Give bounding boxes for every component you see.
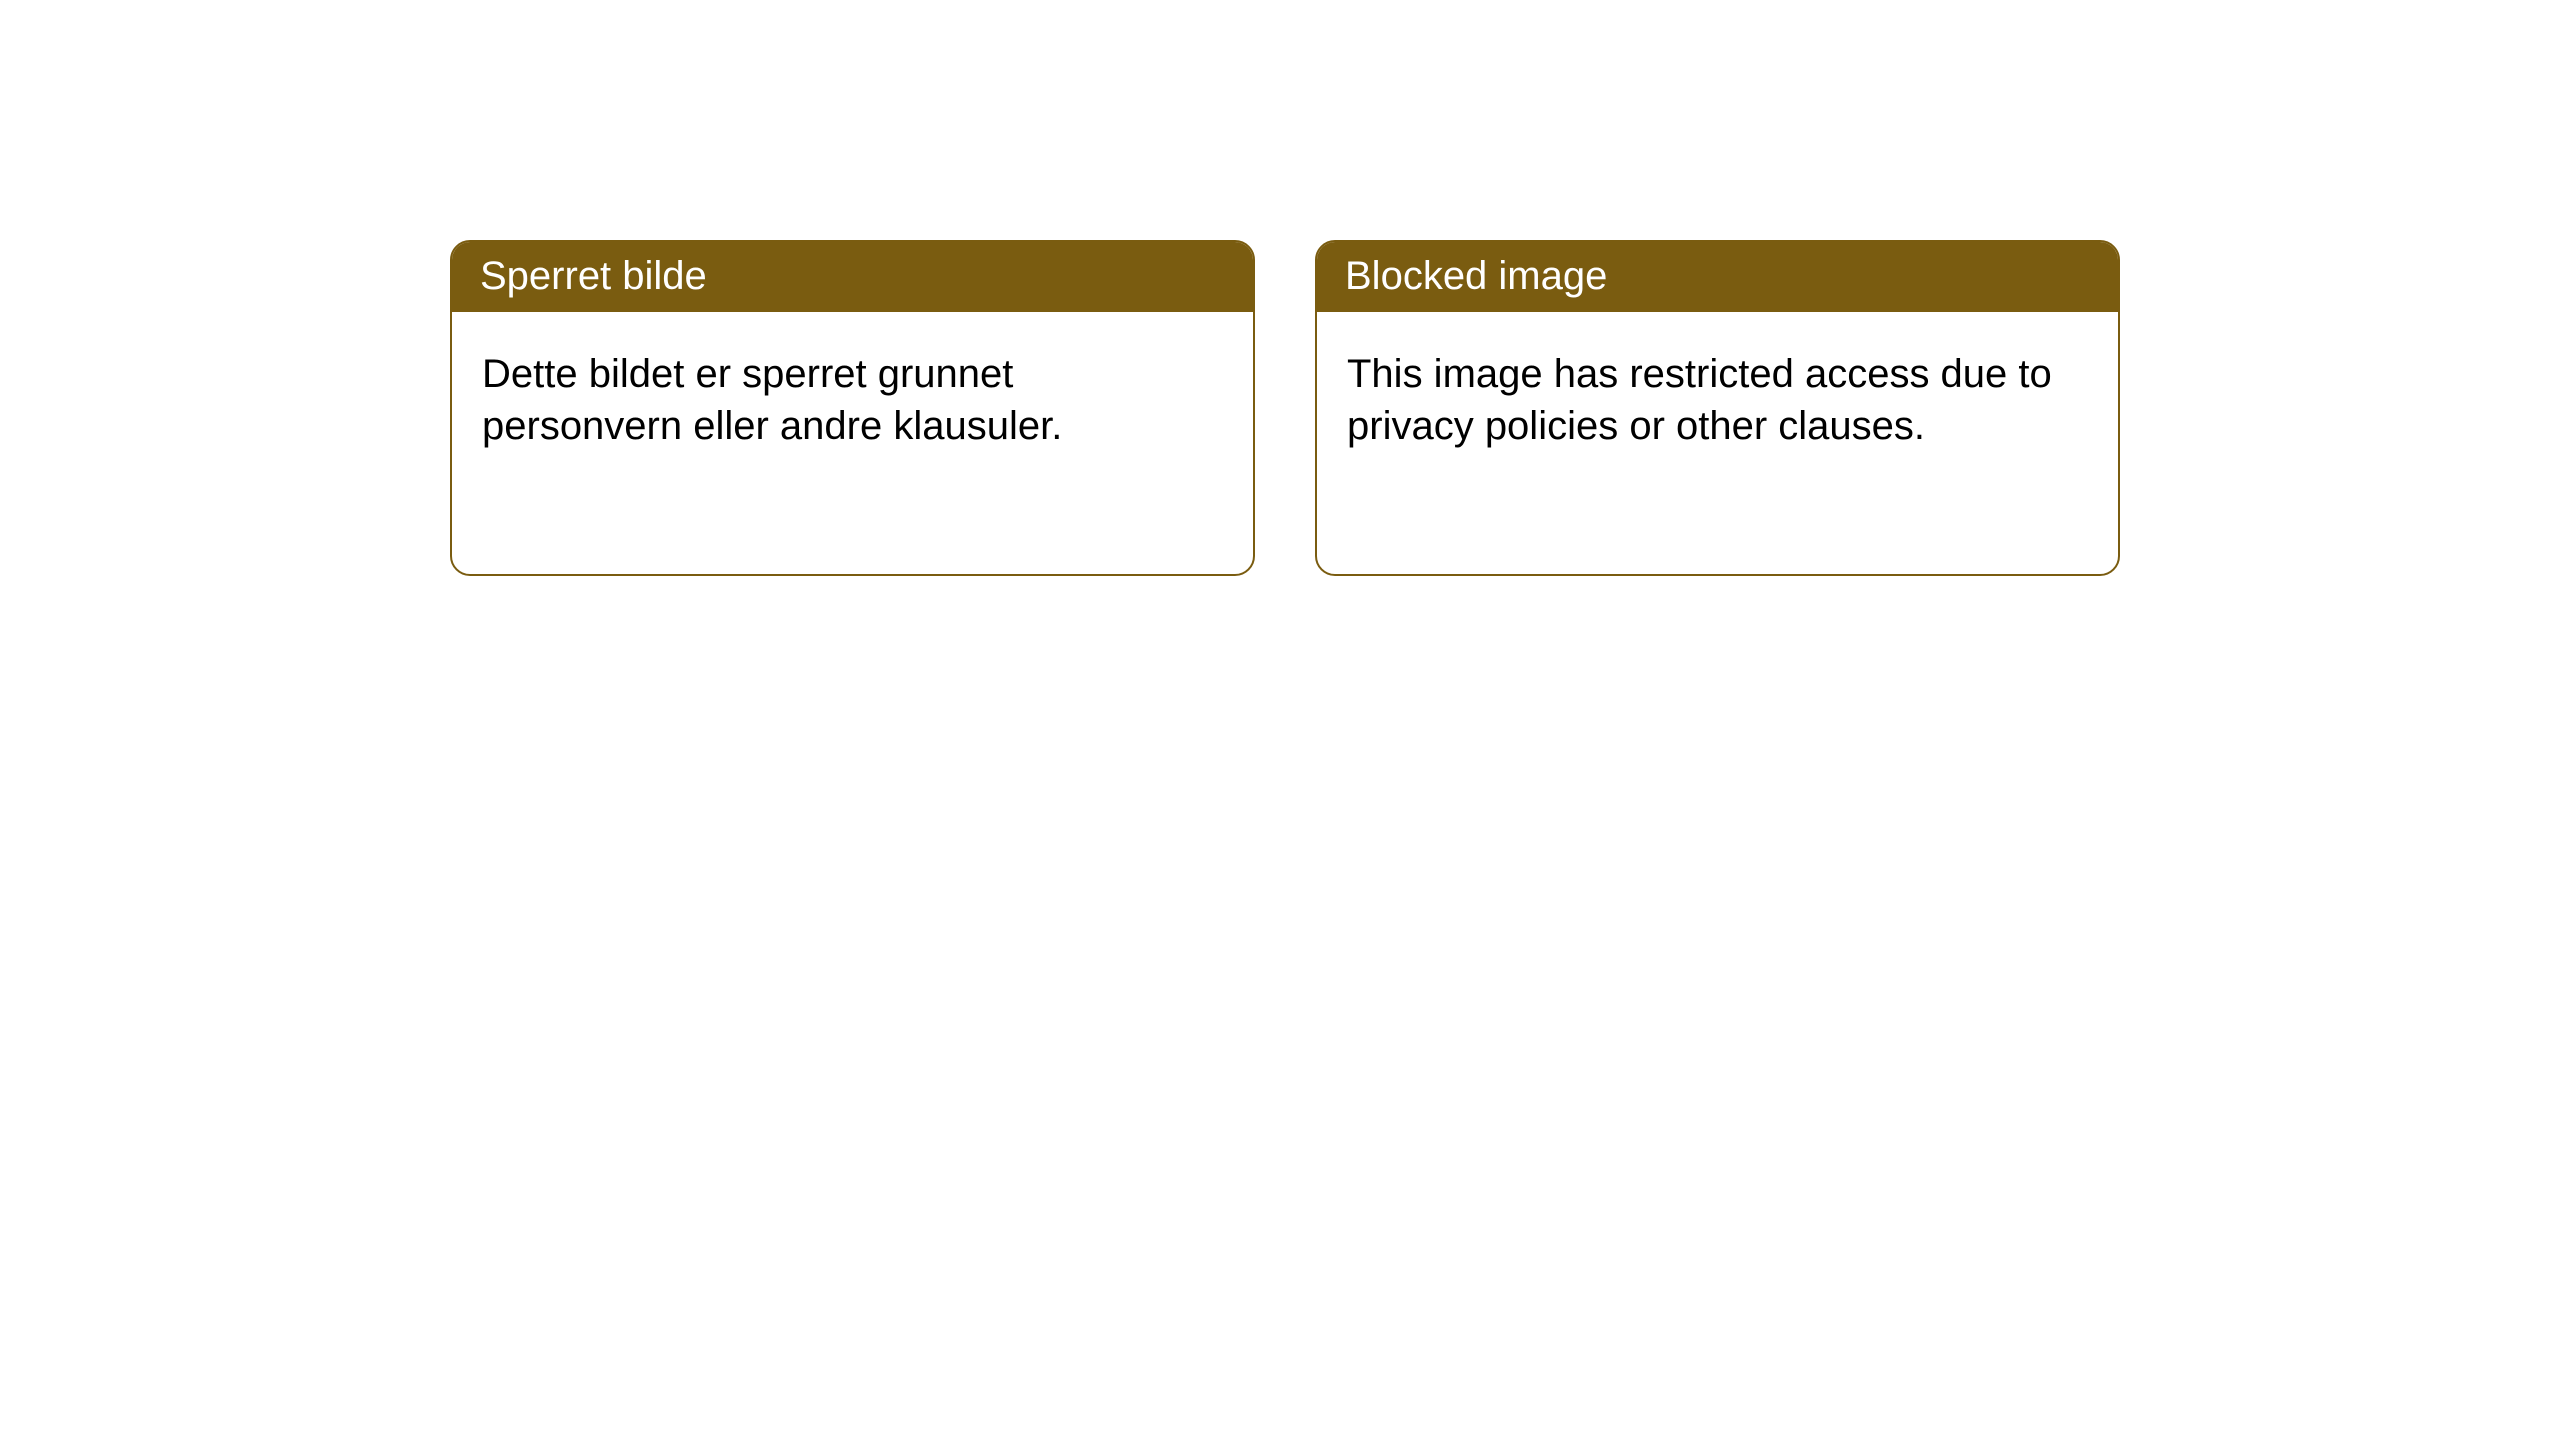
card-body-text: Dette bildet er sperret grunnet personve…	[482, 352, 1062, 448]
notice-container: Sperret bilde Dette bildet er sperret gr…	[0, 0, 2560, 576]
card-header: Sperret bilde	[452, 242, 1253, 312]
card-title: Blocked image	[1345, 254, 1607, 298]
card-title: Sperret bilde	[480, 254, 707, 298]
notice-card-english: Blocked image This image has restricted …	[1315, 240, 2120, 576]
card-header: Blocked image	[1317, 242, 2118, 312]
card-body-text: This image has restricted access due to …	[1347, 352, 2052, 448]
card-body: Dette bildet er sperret grunnet personve…	[452, 312, 1253, 488]
card-body: This image has restricted access due to …	[1317, 312, 2118, 488]
notice-card-norwegian: Sperret bilde Dette bildet er sperret gr…	[450, 240, 1255, 576]
